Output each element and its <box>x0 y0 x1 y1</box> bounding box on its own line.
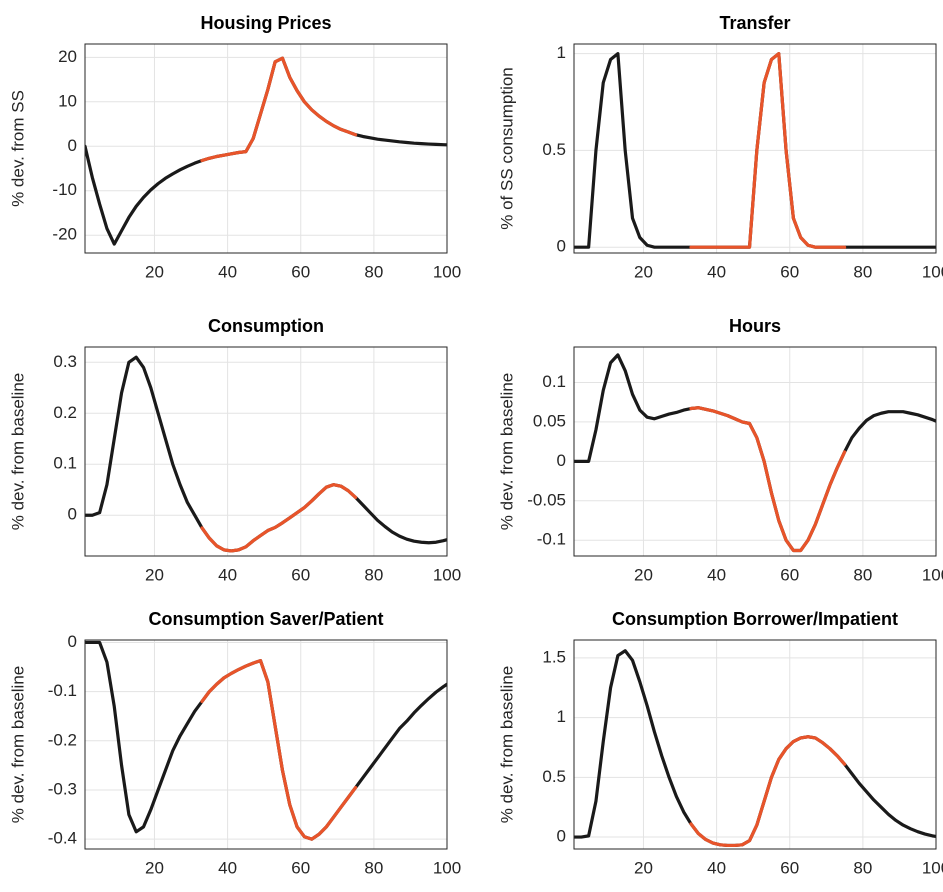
x-tick-label: 100 <box>922 858 943 877</box>
x-tick-label: 60 <box>291 262 310 281</box>
x-tick-label: 20 <box>634 858 653 877</box>
plot-area <box>574 52 936 249</box>
axes-box <box>573 43 937 254</box>
x-tick-label: 20 <box>145 262 164 281</box>
plot-area <box>574 649 936 848</box>
axes-box <box>84 639 448 850</box>
chart-title: Consumption <box>208 316 324 336</box>
y-tick-label: 0 <box>68 136 77 155</box>
y-tick-label: 0.05 <box>533 411 566 430</box>
x-tick-label: 20 <box>145 858 164 877</box>
axes-box <box>573 346 937 557</box>
x-tick-label: 60 <box>780 858 799 877</box>
subplot: 20 40 60 80 100 -0.1 -0.05 0 0.05 0.1 Hours % dev. … <box>497 316 943 585</box>
x-tick-label: 100 <box>433 262 461 281</box>
subplot: 20 40 60 80 100 0 0.5 1 Transfer % of SS consumpt… <box>497 13 943 282</box>
y-tick-label: -0.3 <box>48 779 77 798</box>
x-tick-label: 40 <box>218 565 237 584</box>
y-tick-label: -10 <box>52 180 77 199</box>
series-line <box>689 735 847 848</box>
y-tick-label: 0 <box>557 237 566 256</box>
x-tick-label: 100 <box>433 858 461 877</box>
x-tick-label: 100 <box>433 565 461 584</box>
x-tick-label: 60 <box>780 262 799 281</box>
x-tick-label: 40 <box>218 858 237 877</box>
axes-box <box>84 43 448 254</box>
x-tick-label: 40 <box>707 262 726 281</box>
y-tick-label: -0.1 <box>48 681 77 700</box>
chart-title: Consumption Borrower/Impatient <box>612 609 898 629</box>
axes-box <box>573 639 937 850</box>
y-tick-label: 0 <box>557 451 566 470</box>
y-tick-label: 1.5 <box>542 647 566 666</box>
subplot: 20 40 60 80 100 -0.4 -0.3 -0.2 -0.1 0 Consumption … <box>8 609 461 878</box>
y-tick-label: 0.3 <box>53 352 77 371</box>
plot-area <box>85 640 447 841</box>
x-tick-label: 60 <box>291 565 310 584</box>
plot-area <box>574 353 936 553</box>
x-tick-label: 20 <box>634 262 653 281</box>
x-tick-label: 100 <box>922 565 943 584</box>
x-tick-label: 60 <box>291 858 310 877</box>
series-line <box>689 406 847 553</box>
series-line <box>689 52 847 249</box>
x-tick-label: 40 <box>707 565 726 584</box>
y-tick-label: 0.5 <box>542 140 566 159</box>
y-tick-label: -0.1 <box>537 530 566 549</box>
y-axis-label: % dev. from baseline <box>8 373 27 530</box>
x-tick-label: 20 <box>634 565 653 584</box>
x-tick-label: 20 <box>145 565 164 584</box>
chart-title: Housing Prices <box>200 13 331 33</box>
y-tick-label: 1 <box>557 707 566 726</box>
y-tick-label: 20 <box>58 47 77 66</box>
x-tick-label: 40 <box>707 858 726 877</box>
x-tick-label: 80 <box>364 262 383 281</box>
y-tick-label: 10 <box>58 91 77 110</box>
y-tick-label: -0.05 <box>527 490 566 509</box>
series-line <box>200 56 358 163</box>
x-tick-label: 60 <box>780 565 799 584</box>
y-tick-label: -20 <box>52 225 77 244</box>
chart-title: Transfer <box>719 13 790 33</box>
y-tick-label: 0 <box>68 632 77 651</box>
series-line <box>200 659 358 841</box>
subplot: 20 40 60 80 100 0 0.5 1 1.5 Consumption Borrower/… <box>497 609 943 878</box>
y-tick-label: 1 <box>557 43 566 62</box>
x-tick-label: 40 <box>218 262 237 281</box>
x-tick-label: 100 <box>922 262 943 281</box>
chart-title: Consumption Saver/Patient <box>148 609 383 629</box>
x-tick-label: 80 <box>364 565 383 584</box>
y-tick-label: 0 <box>557 827 566 846</box>
y-tick-label: 0 <box>68 505 77 524</box>
x-tick-label: 80 <box>853 565 872 584</box>
series-line <box>85 56 447 246</box>
y-tick-label: 0.2 <box>53 403 77 422</box>
y-axis-label: % dev. from baseline <box>8 666 27 823</box>
series-line <box>200 483 358 553</box>
axes-box <box>84 346 448 557</box>
x-tick-label: 80 <box>853 858 872 877</box>
y-axis-label: % dev. from baseline <box>497 666 516 823</box>
x-tick-label: 80 <box>364 858 383 877</box>
series-line <box>574 353 936 553</box>
y-axis-label: % of SS consumption <box>497 67 516 230</box>
y-tick-label: 0.1 <box>542 372 566 391</box>
subplot: 20 40 60 80 100 0 0.1 0.2 0.3 Consumption % dev. f… <box>8 316 461 585</box>
y-tick-label: 0.1 <box>53 454 77 473</box>
plot-area <box>85 56 447 246</box>
y-tick-label: -0.2 <box>48 730 77 749</box>
chart-title: Hours <box>729 316 781 336</box>
plot-area <box>85 355 447 553</box>
x-tick-label: 80 <box>853 262 872 281</box>
subplot: 20 40 60 80 100 -20 -10 0 10 20 Housing Prices % de… <box>8 13 461 282</box>
y-axis-label: % dev. from baseline <box>497 373 516 530</box>
series-line <box>85 355 447 553</box>
y-tick-label: 0.5 <box>542 767 566 786</box>
y-tick-label: -0.4 <box>48 829 77 848</box>
y-axis-label: % dev. from SS <box>8 90 27 207</box>
series-line <box>574 649 936 848</box>
